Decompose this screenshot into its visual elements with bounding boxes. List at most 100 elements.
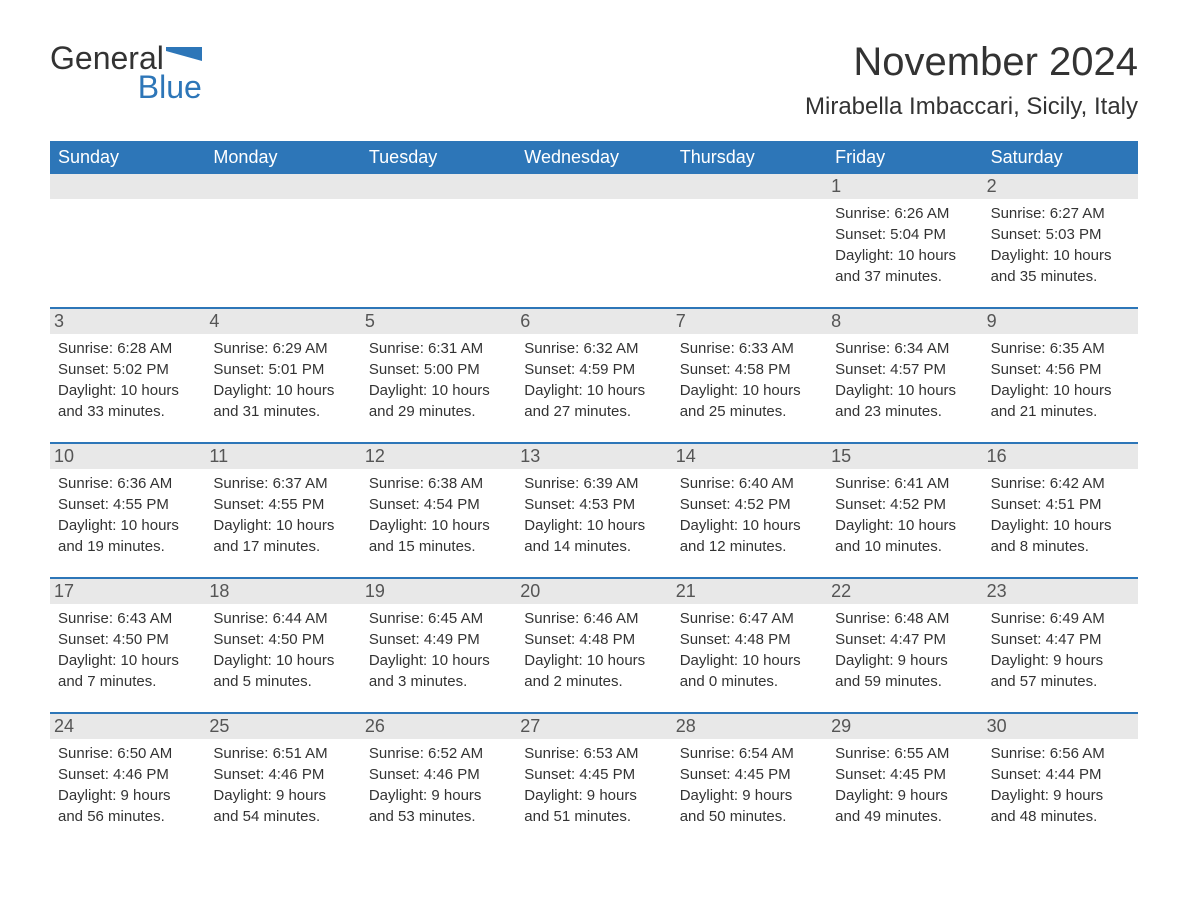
day-number: 24 [50,714,205,739]
daylight-line: Daylight: 10 hours and 15 minutes. [369,515,508,557]
sunrise-line: Sunrise: 6:43 AM [58,608,197,629]
sunrise-line: Sunrise: 6:49 AM [991,608,1130,629]
day-number: 17 [50,579,205,604]
day-number: 28 [672,714,827,739]
sunset-line: Sunset: 4:44 PM [991,764,1130,785]
weeks-container: 1Sunrise: 6:26 AMSunset: 5:04 PMDaylight… [50,174,1138,847]
day-number [361,174,516,199]
sunrise-line: Sunrise: 6:47 AM [680,608,819,629]
sunset-line: Sunset: 5:01 PM [213,359,352,380]
sunset-line: Sunset: 4:52 PM [680,494,819,515]
day-number: 18 [205,579,360,604]
header: General Blue November 2024 Mirabella Imb… [50,40,1138,121]
calendar-day: 17Sunrise: 6:43 AMSunset: 4:50 PMDayligh… [50,579,205,712]
calendar-day: 13Sunrise: 6:39 AMSunset: 4:53 PMDayligh… [516,444,671,577]
day-number: 13 [516,444,671,469]
day-number: 10 [50,444,205,469]
sunrise-line: Sunrise: 6:26 AM [835,203,974,224]
daylight-line: Daylight: 9 hours and 54 minutes. [213,785,352,827]
sunrise-line: Sunrise: 6:51 AM [213,743,352,764]
sunset-line: Sunset: 5:00 PM [369,359,508,380]
sunrise-line: Sunrise: 6:38 AM [369,473,508,494]
daylight-line: Daylight: 9 hours and 49 minutes. [835,785,974,827]
calendar-day: 18Sunrise: 6:44 AMSunset: 4:50 PMDayligh… [205,579,360,712]
calendar-day: 16Sunrise: 6:42 AMSunset: 4:51 PMDayligh… [983,444,1138,577]
calendar-day: 22Sunrise: 6:48 AMSunset: 4:47 PMDayligh… [827,579,982,712]
calendar-day: 12Sunrise: 6:38 AMSunset: 4:54 PMDayligh… [361,444,516,577]
calendar-day: 21Sunrise: 6:47 AMSunset: 4:48 PMDayligh… [672,579,827,712]
sunset-line: Sunset: 4:45 PM [835,764,974,785]
calendar-day: 29Sunrise: 6:55 AMSunset: 4:45 PMDayligh… [827,714,982,847]
day-number: 9 [983,309,1138,334]
calendar-day: 9Sunrise: 6:35 AMSunset: 4:56 PMDaylight… [983,309,1138,442]
calendar-day: 10Sunrise: 6:36 AMSunset: 4:55 PMDayligh… [50,444,205,577]
daylight-line: Daylight: 10 hours and 25 minutes. [680,380,819,422]
sunrise-line: Sunrise: 6:33 AM [680,338,819,359]
sunrise-line: Sunrise: 6:27 AM [991,203,1130,224]
daylight-line: Daylight: 10 hours and 35 minutes. [991,245,1130,287]
calendar-day [50,174,205,307]
day-number [50,174,205,199]
calendar-day: 28Sunrise: 6:54 AMSunset: 4:45 PMDayligh… [672,714,827,847]
calendar-day [205,174,360,307]
sunset-line: Sunset: 4:45 PM [680,764,819,785]
sunrise-line: Sunrise: 6:28 AM [58,338,197,359]
sunrise-line: Sunrise: 6:40 AM [680,473,819,494]
calendar-day: 26Sunrise: 6:52 AMSunset: 4:46 PMDayligh… [361,714,516,847]
sunrise-line: Sunrise: 6:54 AM [680,743,819,764]
calendar-day: 24Sunrise: 6:50 AMSunset: 4:46 PMDayligh… [50,714,205,847]
day-number: 21 [672,579,827,604]
sunset-line: Sunset: 5:03 PM [991,224,1130,245]
page-title: November 2024 [805,40,1138,85]
calendar-day: 2 Sunrise: 6:27 AMSunset: 5:03 PMDaylight… [983,174,1138,307]
sunset-line: Sunset: 4:59 PM [524,359,663,380]
calendar: SundayMondayTuesdayWednesdayThursdayFrid… [50,141,1138,847]
sunrise-line: Sunrise: 6:46 AM [524,608,663,629]
daylight-line: Daylight: 10 hours and 19 minutes. [58,515,197,557]
sunrise-line: Sunrise: 6:53 AM [524,743,663,764]
sunset-line: Sunset: 5:04 PM [835,224,974,245]
daylight-line: Daylight: 9 hours and 59 minutes. [835,650,974,692]
calendar-day: 14Sunrise: 6:40 AMSunset: 4:52 PMDayligh… [672,444,827,577]
calendar-day: 11Sunrise: 6:37 AMSunset: 4:55 PMDayligh… [205,444,360,577]
day-number: 12 [361,444,516,469]
sunset-line: Sunset: 4:50 PM [213,629,352,650]
sunset-line: Sunset: 4:57 PM [835,359,974,380]
daylight-line: Daylight: 10 hours and 29 minutes. [369,380,508,422]
sunset-line: Sunset: 4:45 PM [524,764,663,785]
daylight-line: Daylight: 9 hours and 51 minutes. [524,785,663,827]
calendar-day: 8Sunrise: 6:34 AMSunset: 4:57 PMDaylight… [827,309,982,442]
calendar-day: 30Sunrise: 6:56 AMSunset: 4:44 PMDayligh… [983,714,1138,847]
day-number: 26 [361,714,516,739]
weekday-header: Saturday [983,141,1138,174]
sunset-line: Sunset: 4:46 PM [213,764,352,785]
daylight-line: Daylight: 10 hours and 14 minutes. [524,515,663,557]
sunset-line: Sunset: 4:50 PM [58,629,197,650]
weekday-header: Thursday [672,141,827,174]
calendar-week: 1Sunrise: 6:26 AMSunset: 5:04 PMDaylight… [50,174,1138,307]
day-number [672,174,827,199]
logo: General Blue [50,40,202,106]
calendar-week: 3Sunrise: 6:28 AMSunset: 5:02 PMDaylight… [50,307,1138,442]
daylight-line: Daylight: 10 hours and 17 minutes. [213,515,352,557]
day-number: 15 [827,444,982,469]
calendar-day: 19Sunrise: 6:45 AMSunset: 4:49 PMDayligh… [361,579,516,712]
sunrise-line: Sunrise: 6:50 AM [58,743,197,764]
sunrise-line: Sunrise: 6:56 AM [991,743,1130,764]
sunrise-line: Sunrise: 6:37 AM [213,473,352,494]
day-number: 5 [361,309,516,334]
day-number: 23 [983,579,1138,604]
page-subtitle: Mirabella Imbaccari, Sicily, Italy [805,93,1138,121]
sunrise-line: Sunrise: 6:44 AM [213,608,352,629]
sunset-line: Sunset: 4:51 PM [991,494,1130,515]
sunset-line: Sunset: 4:55 PM [58,494,197,515]
daylight-line: Daylight: 10 hours and 23 minutes. [835,380,974,422]
calendar-week: 10Sunrise: 6:36 AMSunset: 4:55 PMDayligh… [50,442,1138,577]
day-number: 3 [50,309,205,334]
daylight-line: Daylight: 9 hours and 57 minutes. [991,650,1130,692]
sunset-line: Sunset: 4:47 PM [835,629,974,650]
sunset-line: Sunset: 4:52 PM [835,494,974,515]
sunset-line: Sunset: 4:55 PM [213,494,352,515]
day-number: 29 [827,714,982,739]
day-number: 2 [983,174,1138,199]
